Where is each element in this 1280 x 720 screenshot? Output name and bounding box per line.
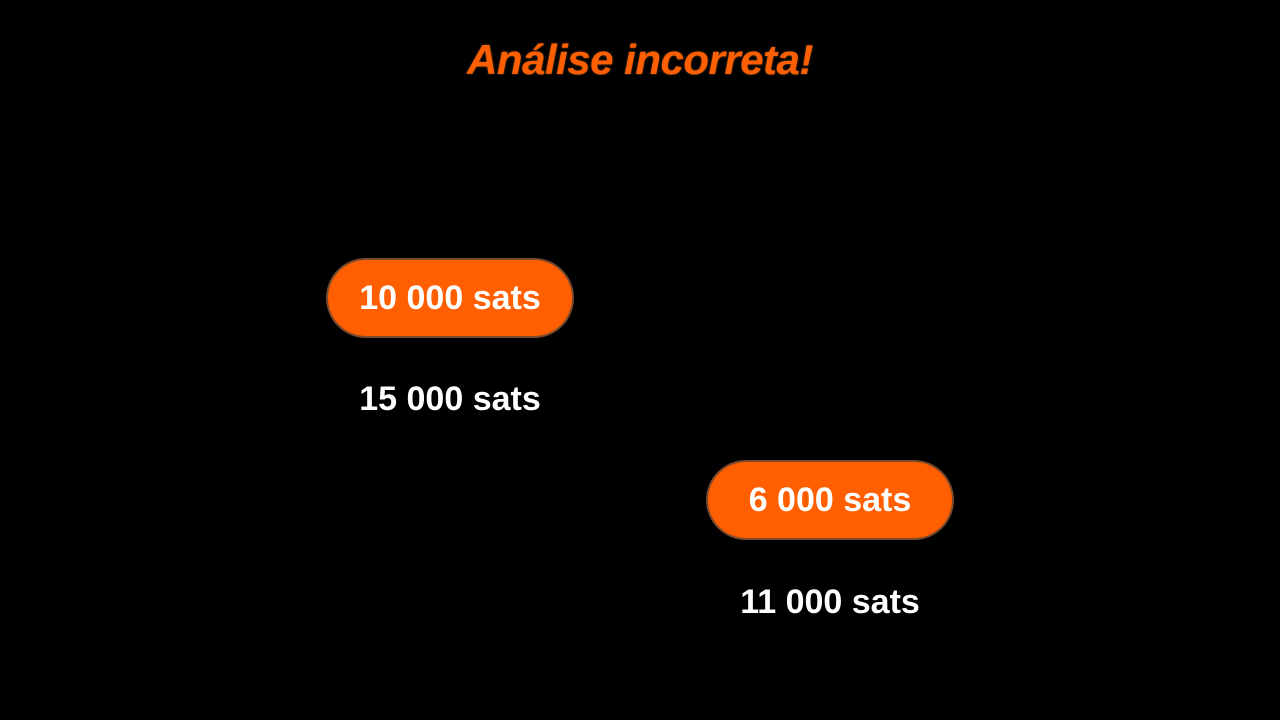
amount-label: 11 000 sats (740, 582, 920, 621)
amount-badge-highlighted: 6 000 sats (708, 462, 952, 538)
amount-badge-highlighted: 10 000 sats (328, 260, 572, 336)
slide-title: Análise incorreta! (467, 36, 813, 83)
amount-label: 15 000 sats (359, 379, 541, 418)
